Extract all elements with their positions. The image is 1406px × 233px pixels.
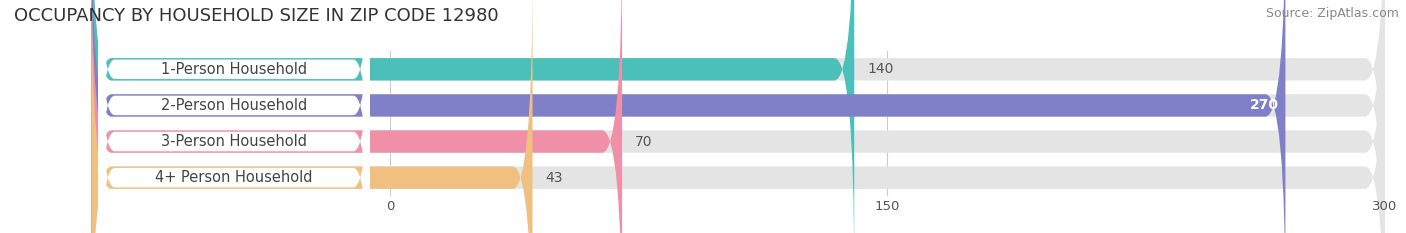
FancyBboxPatch shape <box>91 0 1385 233</box>
FancyBboxPatch shape <box>98 0 370 233</box>
FancyBboxPatch shape <box>91 0 1285 233</box>
Text: 43: 43 <box>546 171 564 185</box>
Text: 1-Person Household: 1-Person Household <box>160 62 307 77</box>
FancyBboxPatch shape <box>91 0 1385 233</box>
Text: OCCUPANCY BY HOUSEHOLD SIZE IN ZIP CODE 12980: OCCUPANCY BY HOUSEHOLD SIZE IN ZIP CODE … <box>14 7 499 25</box>
FancyBboxPatch shape <box>98 0 370 233</box>
Text: 3-Person Household: 3-Person Household <box>162 134 307 149</box>
Text: 2-Person Household: 2-Person Household <box>160 98 307 113</box>
FancyBboxPatch shape <box>98 7 370 233</box>
FancyBboxPatch shape <box>91 0 855 233</box>
FancyBboxPatch shape <box>98 0 370 233</box>
FancyBboxPatch shape <box>91 0 1385 233</box>
Text: Source: ZipAtlas.com: Source: ZipAtlas.com <box>1265 7 1399 20</box>
Text: 140: 140 <box>868 62 894 76</box>
FancyBboxPatch shape <box>91 0 621 233</box>
Text: 4+ Person Household: 4+ Person Household <box>155 170 312 185</box>
FancyBboxPatch shape <box>91 0 533 233</box>
Text: 270: 270 <box>1250 98 1279 113</box>
FancyBboxPatch shape <box>91 0 1385 233</box>
Text: 70: 70 <box>636 134 652 149</box>
